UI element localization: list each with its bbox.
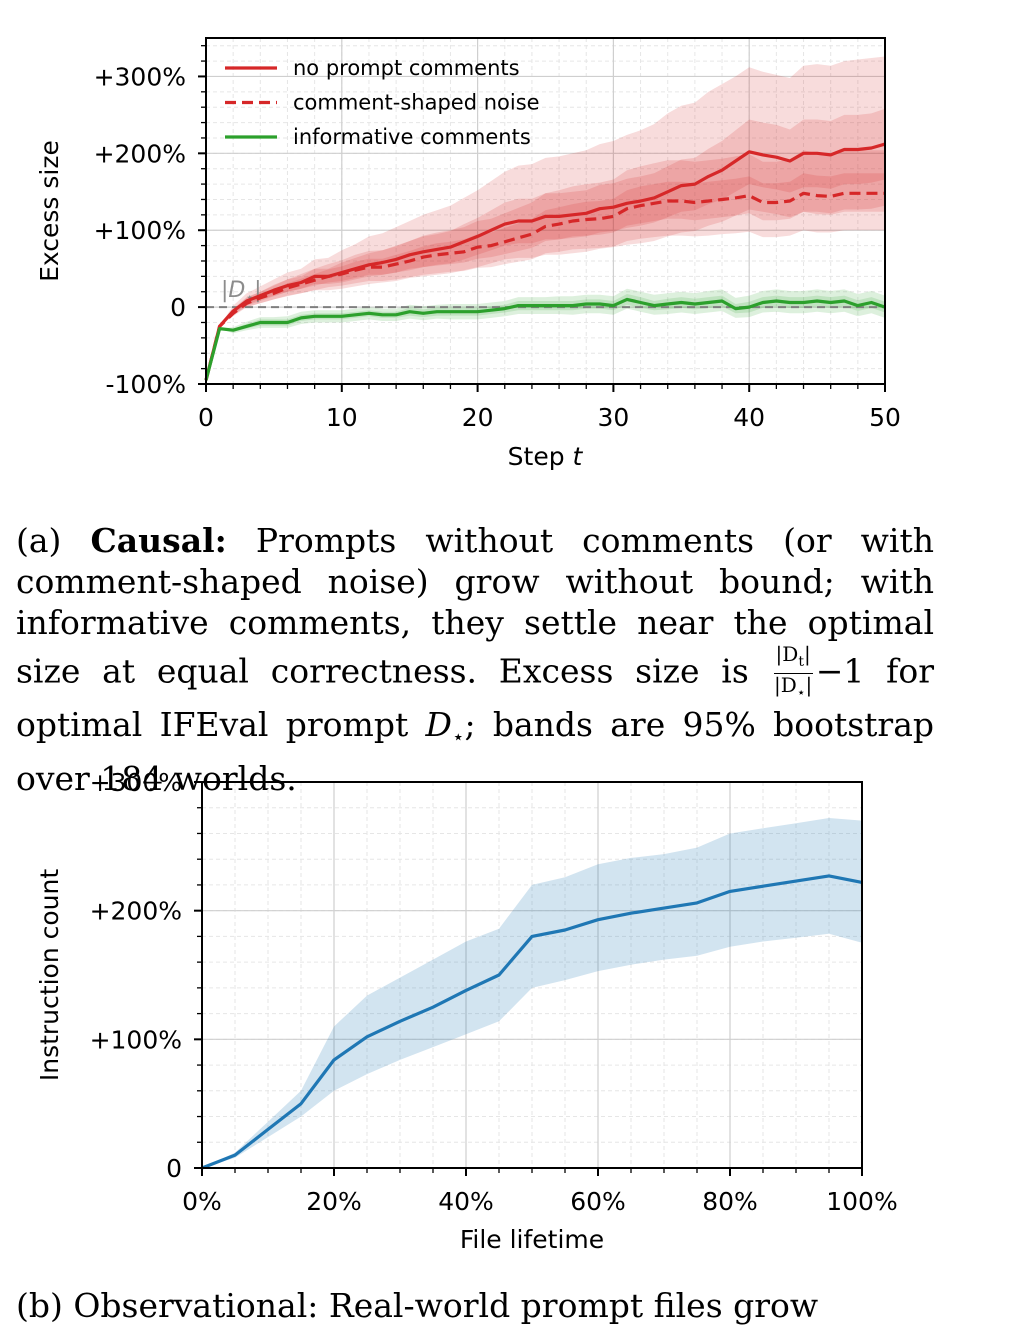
legend-label: no prompt comments bbox=[293, 56, 520, 80]
caption-b-fragment: (b) Observational: Real-world prompt fil… bbox=[16, 1286, 819, 1325]
band-outer-3 bbox=[206, 288, 885, 381]
series-line-3 bbox=[204, 297, 886, 381]
y-tick-label: 0 bbox=[166, 1154, 182, 1183]
chart-instruction-count bbox=[201, 781, 863, 1170]
x-tick-label: 20% bbox=[306, 1187, 362, 1216]
series-line-1 bbox=[204, 142, 886, 381]
chart-instruction-count-axes: 0% 20% 40% 60% 80% 100% 0 +100% +200% +300% File… bbox=[35, 770, 898, 1254]
x-tick-label: 0 bbox=[198, 403, 214, 432]
y-tick-label: +300% bbox=[90, 770, 182, 797]
x-tick-label: 0% bbox=[182, 1187, 222, 1216]
legend-label: comment-shaped noise bbox=[293, 91, 540, 115]
x-axis-label: Step t bbox=[508, 442, 584, 471]
band-outer-1 bbox=[206, 56, 885, 381]
band-inner-1 bbox=[206, 108, 885, 381]
series-line-2 bbox=[204, 191, 885, 381]
x-axis-label: File lifetime bbox=[460, 1225, 604, 1254]
series-line-1 bbox=[201, 874, 863, 1170]
x-tick-label: 100% bbox=[826, 1187, 897, 1216]
y-tick-label: +200% bbox=[94, 139, 186, 168]
band-outer-2 bbox=[206, 150, 885, 381]
x-tick-label: 30 bbox=[597, 403, 629, 432]
fraction-dt-over-dstar: |Dt| |D⋆| bbox=[773, 642, 813, 701]
x-tick-label: 80% bbox=[702, 1187, 758, 1216]
x-axis-ticks: 0% 20% 40% 60% 80% 100% bbox=[182, 1168, 898, 1216]
x-tick-label: 40 bbox=[733, 403, 765, 432]
y-tick-label: -100% bbox=[106, 370, 187, 399]
band bbox=[202, 818, 862, 1168]
confidence-band bbox=[202, 818, 862, 1168]
y-tick-label: 0 bbox=[170, 293, 186, 322]
x-tick-label: 40% bbox=[438, 1187, 494, 1216]
plot-frame bbox=[205, 37, 886, 385]
y-tick-label: +100% bbox=[94, 216, 186, 245]
y-tick-label: +100% bbox=[90, 1025, 182, 1054]
y-tick-label: +300% bbox=[94, 62, 186, 91]
series-lines bbox=[204, 142, 886, 381]
y-axis-label: Instruction count bbox=[35, 869, 64, 1081]
x-tick-label: 50 bbox=[869, 403, 901, 432]
legend: no prompt comments comment-shaped noise in… bbox=[225, 56, 540, 149]
x-tick-label: 20 bbox=[462, 403, 494, 432]
x-tick-label: 10 bbox=[326, 403, 358, 432]
caption-a: (a) Causal: Prompts without comments (or… bbox=[16, 521, 935, 798]
y-axis-label: Excess size bbox=[35, 140, 64, 282]
y-axis-ticks: 0 +100% +200% +300% bbox=[90, 770, 202, 1183]
y-tick-label: +200% bbox=[90, 897, 182, 926]
series-line bbox=[201, 874, 863, 1170]
chart-excess-size: |D⋆| 0 10 20 30 40 50 -100% 0 +100% +200% +300% S… bbox=[35, 37, 901, 471]
x-axis-ticks: 0 10 20 30 40 50 bbox=[198, 384, 901, 432]
reference-label: |D⋆| bbox=[221, 278, 262, 306]
y-axis-ticks: -100% 0 +100% +200% +300% bbox=[94, 45, 206, 399]
x-tick-label: 60% bbox=[570, 1187, 626, 1216]
legend-label: informative comments bbox=[293, 125, 531, 149]
